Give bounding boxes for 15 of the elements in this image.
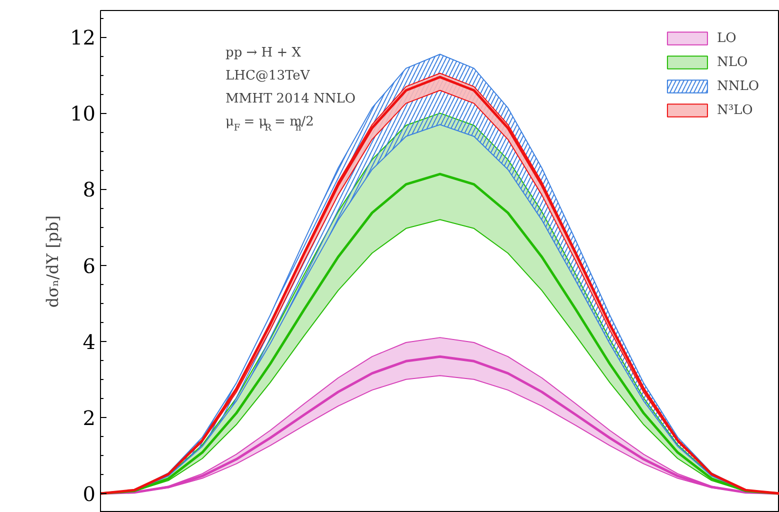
legend-label: NNLO (716, 78, 759, 94)
y-tick-label: 4 (82, 330, 96, 354)
y-tick-label: 6 (82, 254, 96, 278)
legend-label: N³LO (716, 102, 753, 118)
y-tick-label: 8 (82, 178, 96, 202)
y-tick-label: 12 (70, 26, 96, 50)
annotation: LHC@13TeV (226, 68, 310, 84)
y-axis-title: dσₙ/dY [pb] (43, 215, 62, 308)
y-tick-label: 0 (82, 482, 96, 506)
y-tick-label: 2 (82, 406, 96, 430)
legend-label: NLO (716, 54, 748, 70)
legend-label: LO (716, 30, 737, 46)
annotation: pp → H + X (226, 46, 302, 60)
annotation: MMHT 2014 NNLO (226, 92, 356, 106)
y-tick-label: 10 (70, 102, 96, 126)
